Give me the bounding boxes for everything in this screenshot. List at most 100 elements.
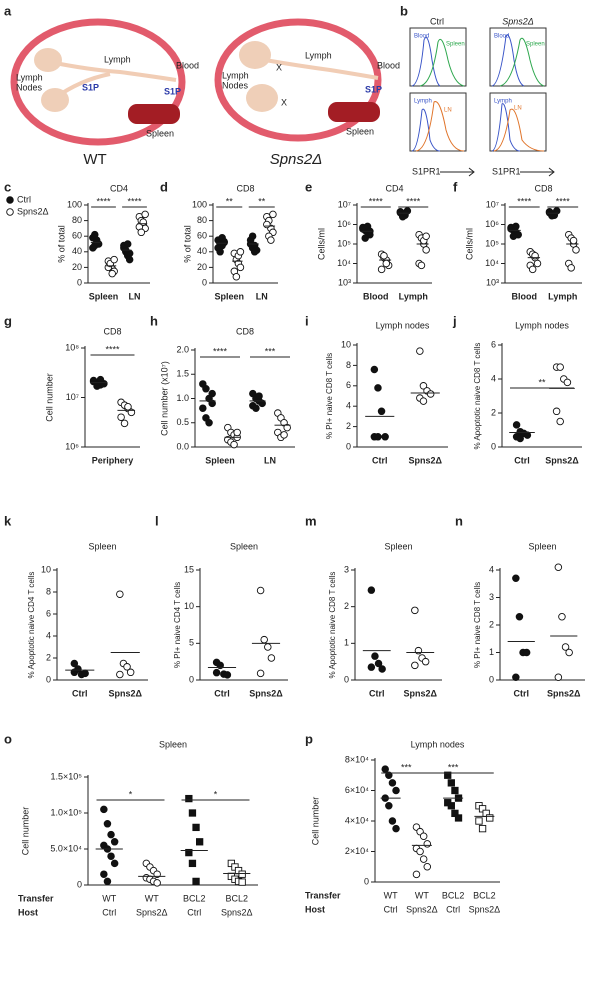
point <box>125 255 134 264</box>
y-tick-label: 1.5×10⁵ <box>50 771 82 781</box>
point <box>516 434 524 443</box>
x-tick-label: Ctrl <box>514 455 530 465</box>
point <box>422 246 430 254</box>
y-tick-label: 10³ <box>338 277 351 287</box>
label: S1P <box>365 84 382 94</box>
point <box>478 824 487 833</box>
x-tick-label: Spns2Δ <box>547 688 581 698</box>
point <box>220 237 228 246</box>
chart-title: CD4 <box>385 183 403 193</box>
point <box>238 878 246 886</box>
point <box>392 786 400 795</box>
x-tick-label: Ctrl <box>372 455 388 465</box>
label: Lymph <box>104 54 131 64</box>
significance-label: *** <box>401 762 412 772</box>
y-tick-label: 20 <box>72 262 82 272</box>
y-tick-label: 10 <box>41 564 51 574</box>
point <box>260 635 268 644</box>
label: S1P <box>82 82 99 92</box>
y-tick-label: 4 <box>46 630 51 640</box>
x-tick-label: Spleen <box>89 291 119 301</box>
y-tick-label: 0 <box>77 879 82 889</box>
point <box>248 232 257 240</box>
flow-plots <box>409 27 547 152</box>
x-tick-label: Ctrl <box>446 904 460 914</box>
label: Spleen <box>346 126 374 136</box>
y-tick-label: 10⁷ <box>486 199 499 209</box>
point <box>123 663 131 671</box>
y-tick-label: 2.0 <box>176 344 189 354</box>
point <box>195 838 204 846</box>
panel-letter: b <box>400 3 408 18</box>
y-tick-label: 0 <box>344 674 349 684</box>
column-label: Ctrl <box>430 16 444 26</box>
x-tick-label: Lymph <box>399 291 428 301</box>
y-tick-label: 0 <box>364 876 369 886</box>
point <box>374 433 382 441</box>
point <box>556 363 564 371</box>
label: Nodes <box>222 80 249 90</box>
point <box>548 212 556 220</box>
point <box>561 643 570 651</box>
flow-label: LN <box>514 106 522 112</box>
flow-curve <box>415 101 465 152</box>
y-axis-label: Cell number <box>44 373 54 422</box>
point <box>569 236 578 245</box>
y-tick-label: 1 <box>344 638 349 648</box>
lymph-node <box>41 88 69 112</box>
y-tick-label: 2×10⁴ <box>345 846 369 856</box>
y-tick-label: 80 <box>72 215 82 225</box>
point <box>380 251 388 260</box>
point <box>515 613 524 621</box>
point <box>426 390 435 398</box>
y-tick-label: 10⁵ <box>485 238 499 248</box>
flow-label: Blood <box>494 34 509 40</box>
y-tick-label: 80 <box>197 215 207 225</box>
y-tick-label: 8 <box>46 586 51 596</box>
y-tick-label: 10³ <box>486 277 499 287</box>
point <box>188 859 197 868</box>
point <box>123 240 132 248</box>
panel-letter: d <box>160 179 168 194</box>
chart-title: Spleen <box>159 739 187 749</box>
panel-letter: a <box>4 3 12 18</box>
point <box>233 428 241 437</box>
x-tick-label: Ctrl <box>72 688 88 698</box>
panel-letter: c <box>4 179 11 194</box>
y-axis-label: % Apoptotic naive CD8 T cells <box>328 572 337 679</box>
x-tick-label: Ctrl <box>514 688 530 698</box>
point <box>416 347 424 355</box>
legend-label: Spns2Δ <box>17 206 49 216</box>
significance-label: ** <box>258 196 266 206</box>
flow-curve <box>493 108 545 152</box>
legend-label: Ctrl <box>17 194 31 204</box>
point <box>423 863 432 871</box>
lymph-node <box>34 48 62 72</box>
point <box>556 417 564 426</box>
significance-label: **** <box>127 196 142 206</box>
y-tick-label: 10⁶ <box>337 219 351 229</box>
y-tick-label: 10⁴ <box>337 258 351 268</box>
arrow <box>440 167 475 177</box>
panel-letter: k <box>4 513 12 528</box>
point <box>141 210 149 219</box>
point <box>447 779 455 787</box>
y-axis-label: % Apoptotic naive CD8 T cells <box>473 343 482 450</box>
x-tick-label: BCL2 <box>442 890 465 900</box>
y-tick-label: 0 <box>202 277 207 287</box>
x-tick-label: BCL2 <box>183 893 206 903</box>
x-tick-label: Spns2Δ <box>469 904 501 914</box>
point <box>216 661 224 670</box>
point <box>374 384 382 392</box>
lymph-node <box>246 84 278 112</box>
y-tick-label: 1 <box>489 647 494 657</box>
flow-label: Blood <box>414 34 429 40</box>
y-tick-label: 0.0 <box>176 441 189 451</box>
lymph-vessel <box>264 58 379 80</box>
x-tick-label: WT <box>145 893 159 903</box>
point <box>378 665 386 673</box>
y-axis-label: % PI+ naive CD8 T cells <box>473 582 482 668</box>
x-tick-label: Periphery <box>92 455 134 465</box>
y-axis-label: % PI+ naive CD4 T cells <box>173 582 182 668</box>
